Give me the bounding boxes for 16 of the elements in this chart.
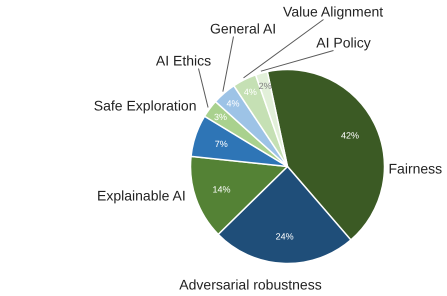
data-label: 2%	[258, 81, 272, 92]
slice-label: Safe Exploration	[94, 98, 197, 114]
slice-label: Value Alignment	[283, 4, 384, 20]
slice-label: Fairness	[388, 160, 442, 176]
data-label: 42%	[341, 130, 360, 140]
slice-label: AI Policy	[316, 34, 371, 50]
slice-label: General AI	[210, 20, 276, 36]
slice-label: Explainable AI	[96, 188, 186, 204]
data-label: 24%	[276, 231, 294, 242]
data-label: 4%	[244, 86, 257, 97]
data-label: 14%	[212, 184, 231, 194]
slice-label: AI Ethics	[156, 52, 212, 68]
data-label: 7%	[214, 139, 228, 150]
slice-label: Adversarial robustness	[179, 276, 322, 292]
data-label: 4%	[226, 98, 240, 108]
data-label: 3%	[214, 112, 228, 122]
